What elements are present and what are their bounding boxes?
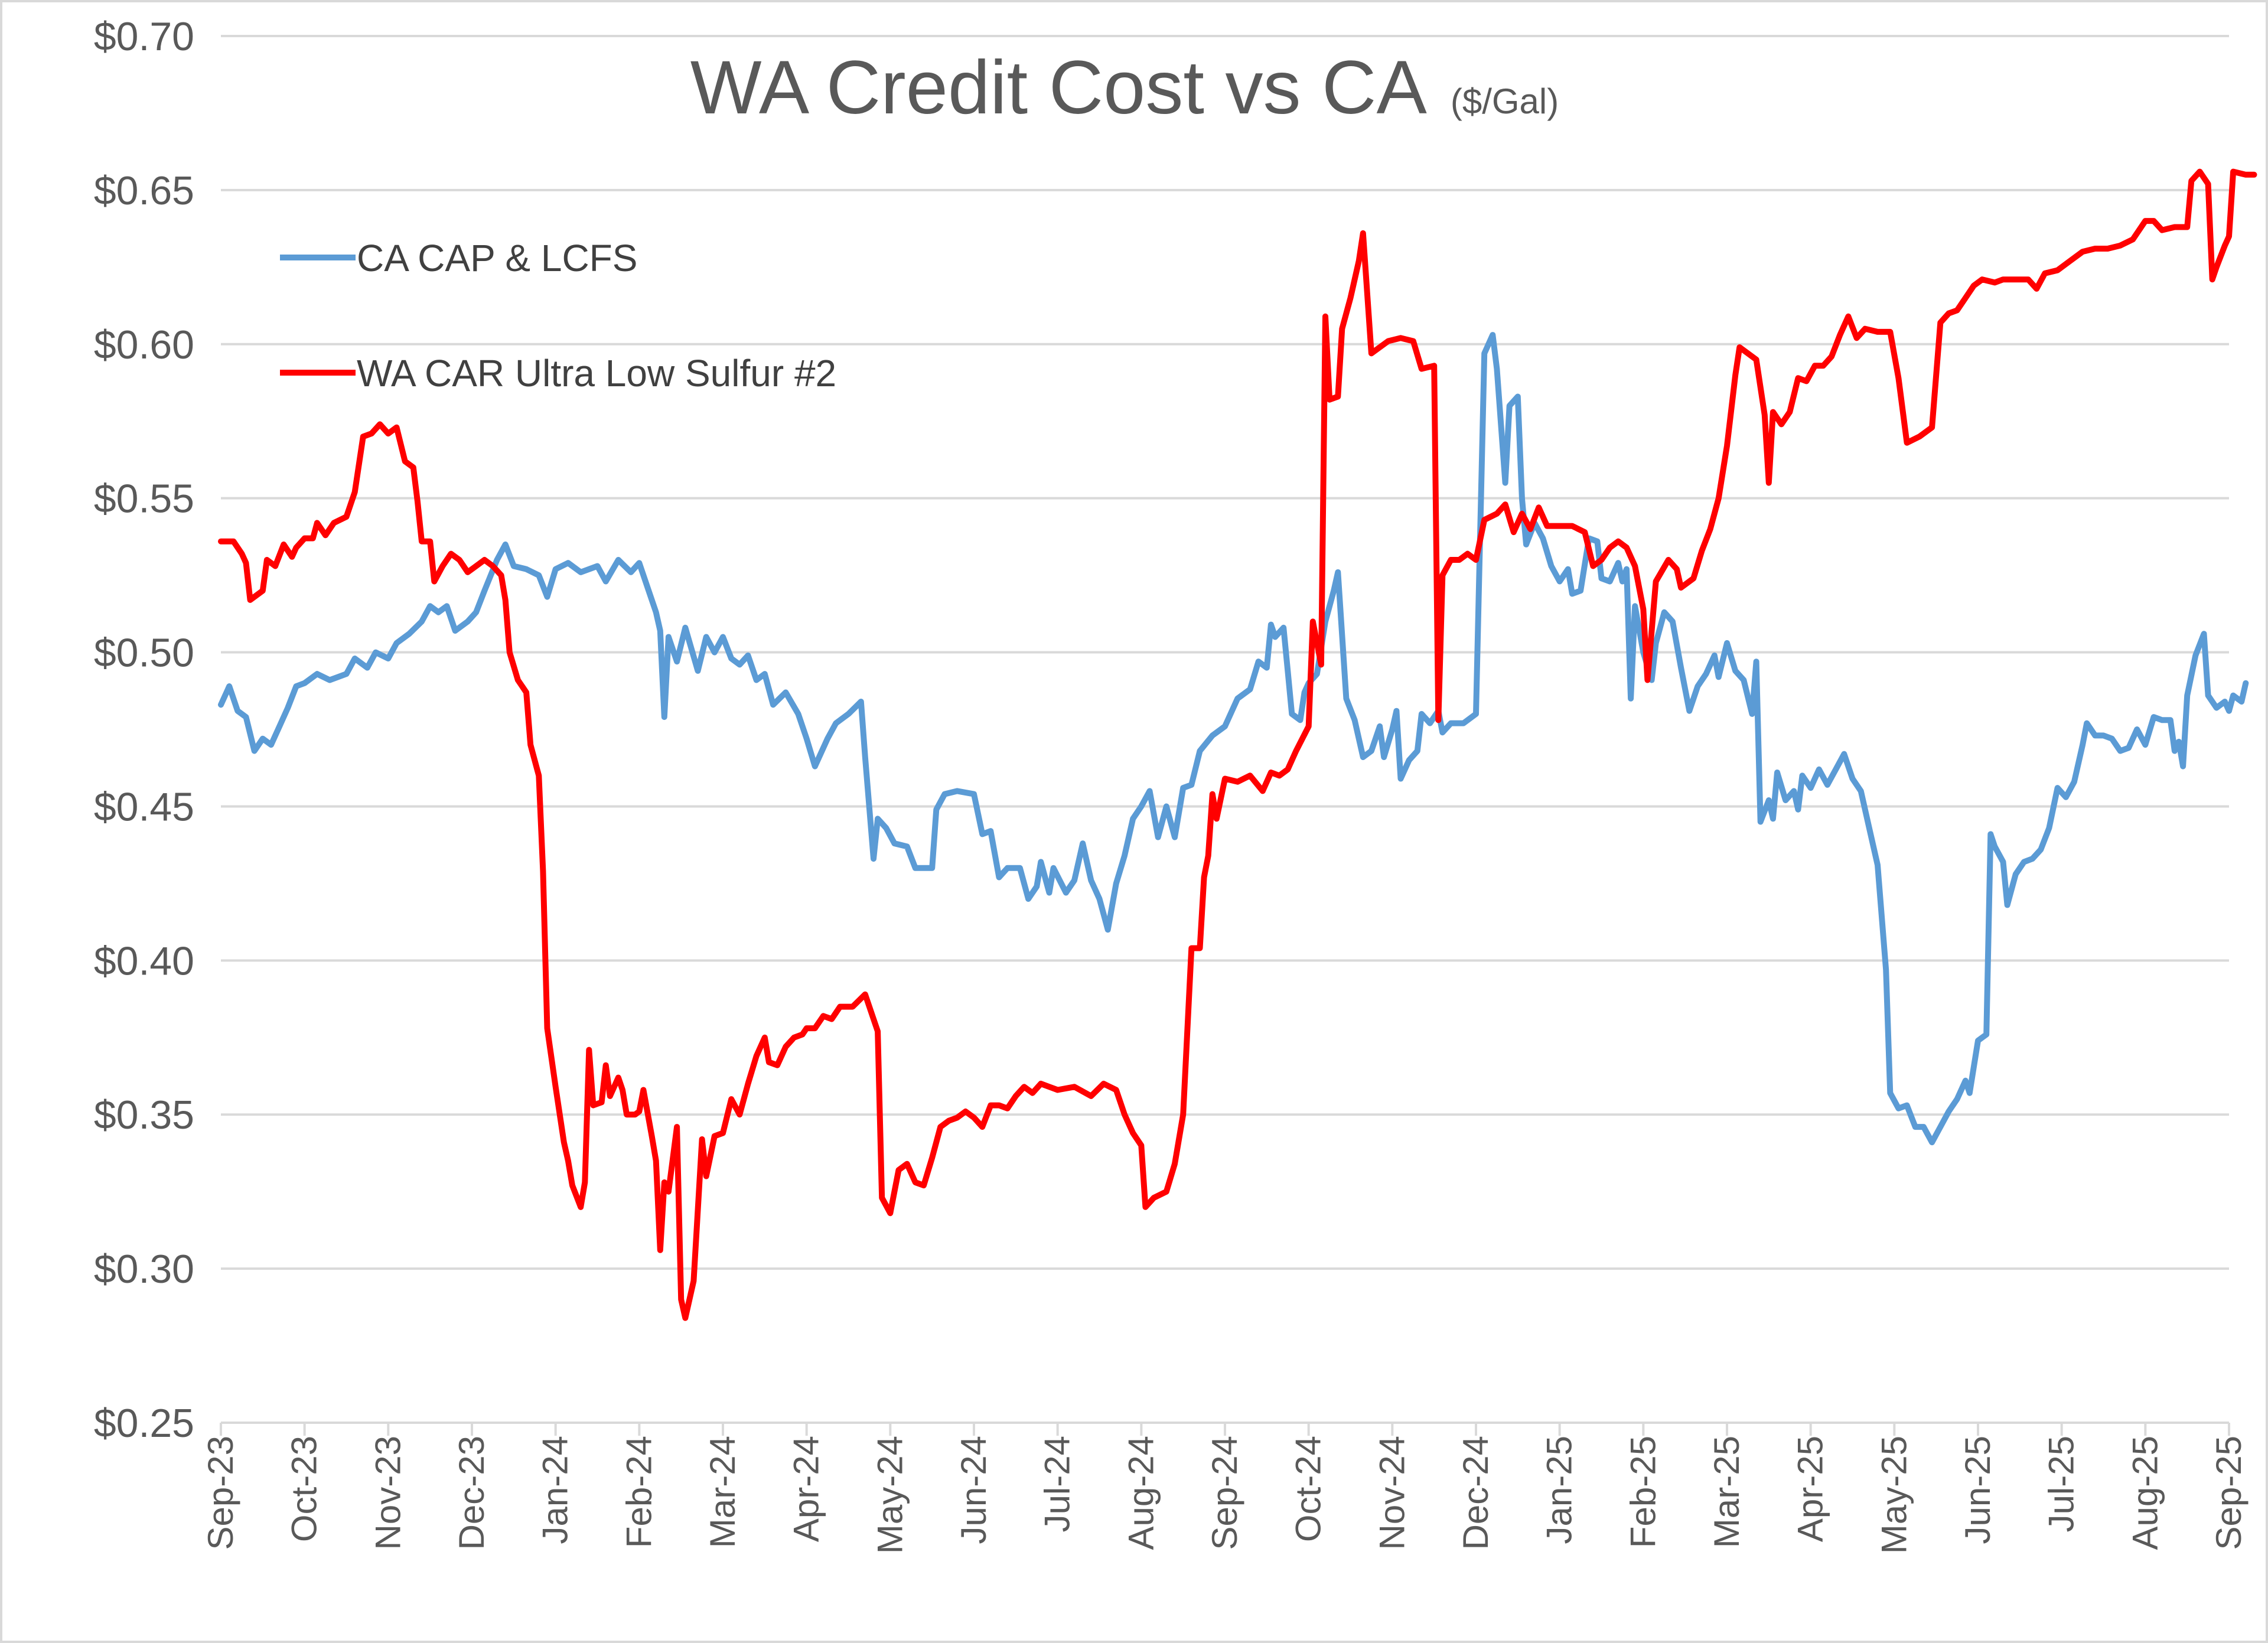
x-tick-label: Oct-24 [1289, 1436, 1328, 1542]
chart-title-unit: ($/Gal) [1451, 82, 1559, 121]
x-tick-label: Jul-24 [1038, 1436, 1077, 1532]
x-axis: Sep-23 Oct-23 Nov-23 Dec-23 Jan-24 Feb-24 Mar-… [201, 1422, 2249, 1554]
x-tick-label: Feb-25 [1623, 1436, 1663, 1548]
chart-title-main: WA Credit Cost vs CA [690, 45, 1428, 130]
y-tick-label: $0.65 [94, 168, 194, 213]
x-tick-label: Sep-23 [201, 1436, 240, 1550]
y-tick-label: $0.35 [94, 1093, 194, 1137]
x-tick-label: Oct-23 [285, 1436, 324, 1542]
chart-title: WA Credit Cost vs CA ($/Gal) [690, 45, 1559, 130]
y-tick-label: $0.40 [94, 938, 194, 983]
legend: CA CAP & LCFS WA CAR Ultra Low Sulfur #2 [280, 237, 836, 395]
y-tick-label: $0.45 [94, 784, 194, 829]
x-tick-label: Aug-24 [1121, 1436, 1161, 1550]
series-line-wa-car-ulsd [218, 168, 2257, 1321]
x-tick-label: Nov-24 [1372, 1436, 1412, 1550]
gridlines [221, 35, 2229, 1270]
y-axis: $0.25 $0.30 $0.35 $0.40 $0.45 $0.50 $0.55 $0.60… [94, 14, 194, 1446]
x-tick-label: Jul-25 [2042, 1436, 2081, 1532]
legend-label-ca: CA CAP & LCFS [357, 237, 637, 279]
y-tick-label: $0.55 [94, 477, 194, 521]
x-tick-label: Dec-23 [452, 1436, 491, 1550]
x-tick-label: Nov-23 [368, 1436, 408, 1550]
y-tick-label: $0.60 [94, 322, 194, 367]
y-tick-label: $0.25 [94, 1401, 194, 1446]
x-tick-label: Sep-24 [1205, 1436, 1244, 1550]
x-tick-label: Jun-25 [1958, 1436, 1997, 1544]
x-tick-label: Dec-24 [1456, 1436, 1495, 1550]
x-tick-label: Jan-25 [1540, 1436, 1579, 1544]
x-tick-label: Mar-25 [1707, 1436, 1746, 1548]
x-tick-label: Apr-25 [1791, 1436, 1830, 1542]
x-tick-label: Aug-25 [2125, 1436, 2165, 1550]
x-tick-label: Jun-24 [954, 1436, 993, 1544]
x-tick-label: Sep-25 [2209, 1436, 2249, 1550]
x-tick-label: May-24 [870, 1436, 910, 1554]
series-line-ca-cap-lcfs [218, 332, 2249, 1146]
x-tick-label: Apr-24 [787, 1436, 826, 1542]
legend-item-wa: WA CAR Ultra Low Sulfur #2 [280, 352, 836, 395]
y-tick-label: $0.50 [94, 631, 194, 676]
x-tick-label: Mar-24 [703, 1436, 742, 1548]
x-tick-label: Jan-24 [536, 1436, 575, 1544]
legend-item-ca: CA CAP & LCFS [280, 237, 637, 279]
y-tick-label: $0.70 [94, 14, 194, 59]
x-tick-label: Feb-24 [619, 1436, 659, 1548]
y-tick-label: $0.30 [94, 1247, 194, 1292]
x-tick-label: May-25 [1874, 1436, 1914, 1554]
legend-label-wa: WA CAR Ultra Low Sulfur #2 [357, 352, 836, 395]
series-lines [218, 168, 2257, 1321]
